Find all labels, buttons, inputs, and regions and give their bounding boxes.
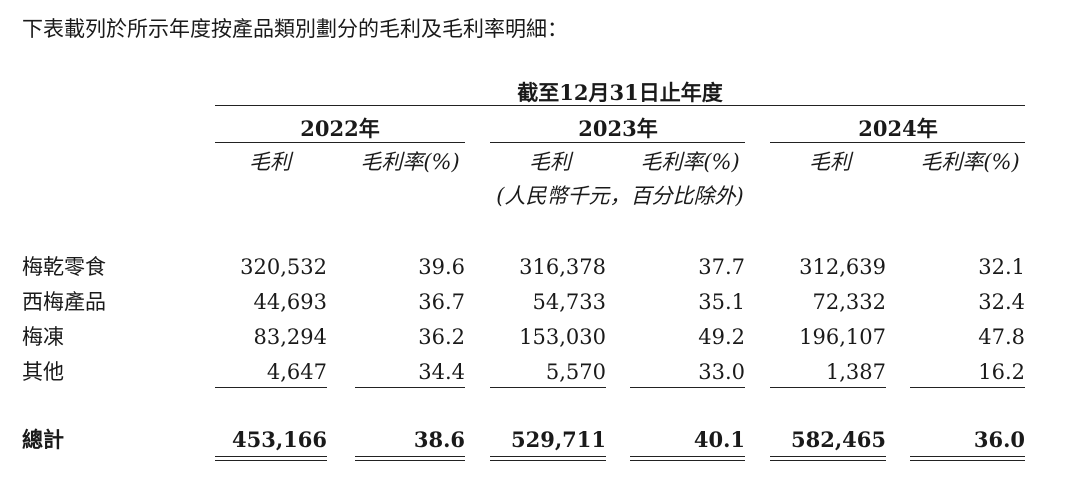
rule [490, 387, 606, 388]
cell: 196,107 [799, 325, 886, 349]
total-cell: 453,166 [232, 427, 327, 452]
cell: 5,570 [545, 360, 606, 384]
cell: 32.1 [978, 255, 1025, 279]
cell: 83,294 [253, 325, 327, 349]
cell: 312,639 [799, 255, 886, 279]
rule [215, 387, 327, 388]
rule [910, 387, 1025, 388]
rule [770, 456, 886, 457]
cell: 47.8 [978, 325, 1025, 349]
cell: 320,532 [240, 255, 327, 279]
cell: 36.2 [418, 325, 465, 349]
rule [490, 456, 606, 457]
rule [355, 387, 465, 388]
cell: 1,387 [825, 360, 886, 384]
total-cell: 36.0 [973, 427, 1025, 452]
row-label: 西梅產品 [22, 290, 106, 314]
cell: 54,733 [532, 290, 606, 314]
year-header: 2023年 [578, 116, 658, 141]
cell: 37.7 [698, 255, 745, 279]
rule [215, 105, 1025, 106]
year-header: 2022年 [300, 116, 380, 141]
column-header: 毛利率(%) [640, 150, 740, 174]
cell: 153,030 [519, 325, 606, 349]
cell: 33.0 [698, 360, 745, 384]
rule [215, 142, 465, 143]
total-cell: 40.1 [693, 427, 745, 452]
rule [215, 460, 327, 461]
cell: 49.2 [698, 325, 745, 349]
cell: 32.4 [978, 290, 1025, 314]
total-cell: 582,465 [791, 427, 886, 452]
column-header: 毛利 [529, 150, 571, 174]
rule [910, 460, 1025, 461]
cell: 72,332 [812, 290, 886, 314]
unit-note: (人民幣千元，百分比除外) [496, 184, 744, 208]
total-cell: 38.6 [413, 427, 465, 452]
total-cell: 529,711 [511, 427, 606, 452]
cell: 39.6 [418, 255, 465, 279]
year-header: 2024年 [858, 116, 938, 141]
rule [355, 456, 465, 457]
rule [910, 456, 1025, 457]
rule [630, 460, 745, 461]
period-header: 截至12月31日止年度 [517, 80, 723, 105]
column-header: 毛利 [809, 150, 851, 174]
row-label: 其他 [22, 360, 64, 384]
rule [490, 460, 606, 461]
cell: 44,693 [253, 290, 327, 314]
column-header: 毛利率(%) [920, 150, 1020, 174]
rule [630, 387, 745, 388]
intro-text: 下表載列於所示年度按產品類別劃分的毛利及毛利率明細： [22, 17, 568, 41]
cell: 316,378 [519, 255, 606, 279]
rule [770, 387, 886, 388]
rule [770, 142, 1025, 143]
total-label: 總計 [22, 427, 64, 452]
rule [490, 142, 745, 143]
column-header: 毛利 [249, 150, 291, 174]
column-header: 毛利率(%) [360, 150, 460, 174]
cell: 34.4 [418, 360, 465, 384]
row-label: 梅凍 [22, 325, 64, 349]
rule [630, 456, 745, 457]
cell: 4,647 [266, 360, 327, 384]
rule [215, 456, 327, 457]
cell: 36.7 [418, 290, 465, 314]
rule [770, 460, 886, 461]
cell: 16.2 [978, 360, 1025, 384]
row-label: 梅乾零食 [22, 255, 106, 279]
cell: 35.1 [698, 290, 745, 314]
rule [355, 460, 465, 461]
